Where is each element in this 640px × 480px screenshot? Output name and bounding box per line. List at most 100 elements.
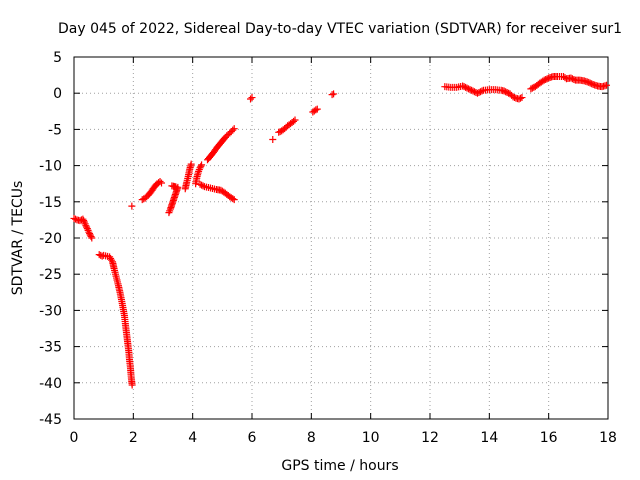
data-point bbox=[561, 74, 569, 82]
y-tick-labels: 5 0 -5 -10 -15 -20 -25 -30 -35 -40 -45 bbox=[39, 50, 62, 428]
data-point bbox=[290, 117, 298, 125]
data-points bbox=[70, 73, 611, 389]
data-point bbox=[542, 75, 550, 83]
data-point bbox=[516, 94, 524, 102]
x-tick-label: 8 bbox=[307, 430, 316, 446]
x-tick-label: 4 bbox=[188, 430, 197, 446]
y-tick-label: 0 bbox=[53, 86, 62, 102]
data-point bbox=[586, 79, 594, 87]
data-point bbox=[475, 88, 483, 96]
data-point bbox=[465, 85, 473, 93]
data-point bbox=[248, 94, 256, 102]
data-point bbox=[275, 128, 283, 136]
data-point bbox=[500, 87, 508, 95]
data-point bbox=[95, 251, 103, 259]
data-point bbox=[198, 181, 206, 189]
data-point bbox=[502, 88, 510, 96]
data-point bbox=[570, 75, 578, 83]
data-point bbox=[330, 90, 338, 98]
data-point bbox=[229, 126, 237, 134]
data-point bbox=[328, 91, 336, 99]
data-point bbox=[509, 93, 517, 101]
data-point bbox=[463, 84, 471, 92]
x-tick-label: 18 bbox=[599, 430, 617, 446]
data-point bbox=[527, 85, 535, 93]
data-point bbox=[291, 116, 299, 124]
data-point bbox=[247, 95, 255, 103]
data-point bbox=[199, 182, 207, 190]
data-point bbox=[313, 105, 321, 113]
x-tick-label: 2 bbox=[129, 430, 138, 446]
data-point bbox=[476, 88, 484, 96]
y-tick-label: -30 bbox=[39, 303, 62, 319]
data-point bbox=[466, 86, 474, 94]
y-axis-label: SDTVAR / TECUs bbox=[10, 181, 26, 296]
data-point bbox=[588, 80, 596, 88]
data-point bbox=[138, 196, 146, 204]
y-tick-label: -25 bbox=[39, 267, 62, 283]
data-point bbox=[503, 88, 511, 96]
data-point bbox=[87, 233, 95, 241]
x-tick-label: 14 bbox=[480, 430, 498, 446]
data-point bbox=[156, 178, 164, 186]
data-point bbox=[196, 180, 204, 188]
data-point bbox=[471, 88, 478, 96]
y-tick-label: -35 bbox=[39, 340, 62, 356]
data-point bbox=[539, 77, 547, 85]
plot-frame bbox=[73, 56, 609, 420]
data-point bbox=[187, 160, 195, 168]
data-point bbox=[269, 136, 277, 144]
data-point bbox=[128, 202, 136, 210]
data-point bbox=[88, 234, 96, 242]
data-point bbox=[229, 195, 237, 203]
grid-lines bbox=[74, 57, 608, 419]
data-point bbox=[198, 161, 206, 169]
data-point bbox=[543, 75, 551, 83]
data-point bbox=[478, 87, 486, 95]
data-point bbox=[468, 86, 476, 94]
data-point bbox=[230, 125, 238, 133]
data-point bbox=[462, 83, 470, 91]
data-point bbox=[603, 81, 611, 89]
data-point bbox=[80, 217, 88, 225]
data-point bbox=[469, 87, 477, 95]
data-point bbox=[71, 215, 79, 223]
x-tick-labels: 0 2 4 6 8 10 12 14 16 18 bbox=[70, 430, 617, 446]
data-point bbox=[197, 162, 205, 170]
data-point bbox=[171, 183, 179, 191]
chart-title: Day 045 of 2022, Sidereal Day-to-day VTE… bbox=[58, 21, 622, 37]
y-tick-label: -40 bbox=[39, 376, 62, 392]
data-point bbox=[568, 75, 576, 83]
data-point bbox=[83, 223, 91, 231]
data-point bbox=[460, 83, 468, 91]
y-tick-label: -15 bbox=[39, 195, 62, 211]
data-point bbox=[230, 196, 238, 204]
data-point bbox=[312, 106, 320, 114]
data-point bbox=[128, 381, 136, 389]
x-tick-label: 12 bbox=[421, 430, 439, 446]
data-point bbox=[585, 78, 593, 86]
data-point bbox=[567, 74, 575, 82]
x-tick-label: 16 bbox=[540, 430, 558, 446]
y-tick-label: -45 bbox=[39, 412, 62, 428]
data-point bbox=[518, 94, 526, 102]
data-point bbox=[158, 179, 166, 187]
data-point bbox=[515, 95, 523, 103]
data-point bbox=[108, 256, 116, 264]
data-point bbox=[528, 84, 536, 92]
data-point bbox=[473, 89, 481, 97]
y-tick-label: 5 bbox=[53, 50, 62, 66]
x-axis-label: GPS time / hours bbox=[281, 458, 398, 474]
y-tick-label: -10 bbox=[39, 159, 62, 175]
x-tick-label: 0 bbox=[70, 430, 79, 446]
data-point bbox=[540, 76, 548, 84]
data-point bbox=[459, 82, 467, 90]
data-point bbox=[70, 214, 78, 222]
y-tick-label: -5 bbox=[48, 122, 62, 138]
x-tick-label: 10 bbox=[362, 430, 380, 446]
x-tick-label: 6 bbox=[248, 430, 257, 446]
data-point bbox=[166, 207, 174, 215]
data-point bbox=[511, 94, 519, 102]
y-tick-label: -20 bbox=[39, 231, 62, 247]
